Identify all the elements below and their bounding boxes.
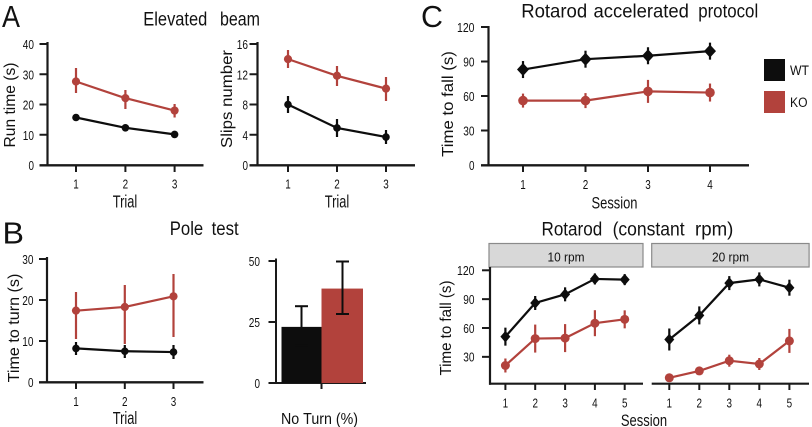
svg-text:30: 30 <box>22 252 33 267</box>
svg-text:3: 3 <box>562 396 568 411</box>
svg-text:2: 2 <box>334 177 340 192</box>
svg-text:30: 30 <box>463 124 474 139</box>
svg-text:Time to turn (s): Time to turn (s) <box>6 274 23 383</box>
svg-text:120: 120 <box>457 263 475 278</box>
svg-text:Rotarod: Rotarod <box>521 1 587 23</box>
svg-text:protocol: protocol <box>698 1 758 23</box>
svg-text:20: 20 <box>23 98 34 113</box>
svg-text:beam: beam <box>220 9 260 31</box>
svg-text:4: 4 <box>592 396 598 411</box>
svg-text:Time to fall (s): Time to fall (s) <box>438 281 455 376</box>
svg-text:Time to fall (s): Time to fall (s) <box>440 51 457 157</box>
svg-text:90: 90 <box>463 55 474 70</box>
svg-text:50: 50 <box>249 254 260 269</box>
svg-text:Elevated: Elevated <box>143 9 207 31</box>
svg-text:No Turn (%): No Turn (%) <box>281 411 358 427</box>
svg-text:Pole: Pole <box>170 218 203 240</box>
svg-text:20: 20 <box>22 293 33 308</box>
svg-text:1: 1 <box>667 396 673 411</box>
svg-text:8: 8 <box>243 98 249 113</box>
svg-text:Trial: Trial <box>113 408 138 427</box>
svg-text:20 rpm: 20 rpm <box>712 249 749 264</box>
svg-text:1: 1 <box>73 177 79 192</box>
svg-text:3: 3 <box>172 177 178 192</box>
svg-text:1: 1 <box>285 177 291 192</box>
svg-text:3: 3 <box>171 394 177 409</box>
svg-text:KO: KO <box>790 95 808 110</box>
svg-text:60: 60 <box>463 89 474 104</box>
svg-text:120: 120 <box>457 20 475 35</box>
svg-text:Trial: Trial <box>325 192 350 212</box>
svg-text:2: 2 <box>583 177 589 192</box>
svg-text:(constant: (constant <box>613 218 686 240</box>
svg-text:5: 5 <box>787 396 793 411</box>
svg-text:90: 90 <box>463 292 474 307</box>
svg-text:0: 0 <box>469 158 475 173</box>
svg-text:10: 10 <box>23 128 34 143</box>
svg-text:WT: WT <box>790 63 809 78</box>
svg-text:Session: Session <box>592 195 638 213</box>
svg-text:accelerated: accelerated <box>594 1 689 23</box>
svg-text:2: 2 <box>122 394 128 409</box>
svg-text:30: 30 <box>463 350 474 365</box>
svg-text:5: 5 <box>622 396 628 411</box>
svg-text:Rotarod: Rotarod <box>542 218 603 240</box>
svg-text:3: 3 <box>645 177 651 192</box>
svg-text:4: 4 <box>243 128 249 143</box>
svg-text:0: 0 <box>243 158 249 173</box>
svg-text:2: 2 <box>532 396 538 411</box>
svg-text:1: 1 <box>520 177 526 192</box>
svg-text:1: 1 <box>73 394 79 409</box>
svg-text:1: 1 <box>503 396 509 411</box>
svg-text:4: 4 <box>707 177 713 192</box>
svg-text:C: C <box>421 0 443 34</box>
svg-text:A: A <box>2 0 20 34</box>
svg-text:test: test <box>212 218 240 240</box>
svg-text:3: 3 <box>383 177 389 192</box>
svg-text:60: 60 <box>463 321 474 336</box>
svg-text:0: 0 <box>29 158 35 173</box>
svg-text:30: 30 <box>23 67 34 82</box>
svg-text:Slips number: Slips number <box>219 49 236 148</box>
svg-text:B: B <box>3 215 25 250</box>
svg-text:16: 16 <box>237 37 248 52</box>
svg-text:4: 4 <box>757 396 763 411</box>
svg-text:3: 3 <box>727 396 733 411</box>
svg-text:10 rpm: 10 rpm <box>548 249 585 264</box>
svg-text:25: 25 <box>249 315 260 330</box>
svg-text:Run time (s): Run time (s) <box>2 63 19 148</box>
svg-text:40: 40 <box>23 37 34 52</box>
svg-text:0: 0 <box>28 375 34 390</box>
svg-text:2: 2 <box>697 396 703 411</box>
svg-text:2: 2 <box>123 177 129 192</box>
svg-text:Session: Session <box>621 412 667 427</box>
svg-text:rpm): rpm) <box>695 218 733 240</box>
svg-text:12: 12 <box>237 67 248 82</box>
svg-text:0: 0 <box>255 376 261 391</box>
svg-text:10: 10 <box>22 334 33 349</box>
svg-text:Trial: Trial <box>113 192 138 212</box>
